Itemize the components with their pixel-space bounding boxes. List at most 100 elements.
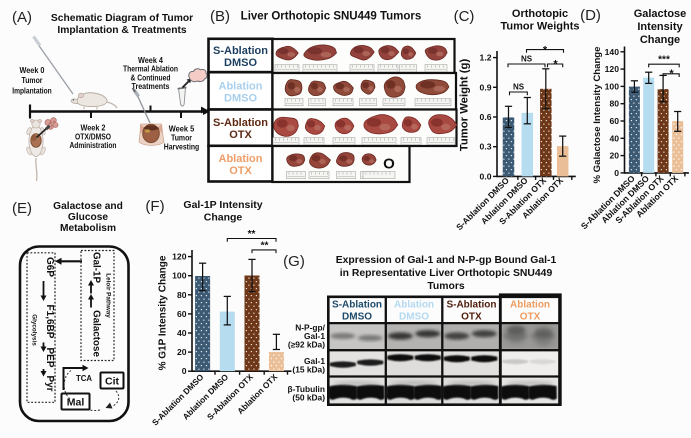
svg-text:& Continued: & Continued <box>131 72 171 82</box>
svg-text:DMSO: DMSO <box>342 312 372 323</box>
svg-text:Expression of Gal-1 and N-P-gp: Expression of Gal-1 and N-P-gp Bound Gal… <box>336 255 557 266</box>
svg-text:Tumor Weights: Tumor Weights <box>500 21 579 33</box>
svg-text:(E): (E) <box>12 200 32 217</box>
svg-text:*: * <box>553 59 558 71</box>
svg-text:(A): (A) <box>12 9 32 26</box>
svg-text:in Representative Liver Orthot: in Representative Liver Orthotopic SNU44… <box>340 268 553 279</box>
svg-text:120: 120 <box>605 64 620 74</box>
svg-text:Schematic Diagram of Tumor: Schematic Diagram of Tumor <box>51 13 193 24</box>
svg-text:NS: NS <box>521 55 533 64</box>
svg-text:Metabolism: Metabolism <box>60 223 116 234</box>
svg-text:20: 20 <box>609 151 619 161</box>
svg-text:OTX/DMSO: OTX/DMSO <box>75 131 111 141</box>
svg-text:Implantation & Treatments: Implantation & Treatments <box>57 25 187 36</box>
svg-text:100: 100 <box>172 271 187 281</box>
svg-text:Week 2: Week 2 <box>81 123 106 133</box>
svg-text:% G1P Intensity Change: % G1P Intensity Change <box>158 255 169 370</box>
svg-text:***: *** <box>658 55 670 66</box>
svg-text:0.3: 0.3 <box>480 142 492 152</box>
svg-text:Change: Change <box>204 212 243 224</box>
svg-text:OTX: OTX <box>520 312 541 323</box>
svg-text:(≥92 kDa): (≥92 kDa) <box>288 340 325 350</box>
svg-text:Pyr: Pyr <box>44 375 55 391</box>
svg-text:Week 5: Week 5 <box>169 124 195 134</box>
svg-text:60: 60 <box>609 116 619 126</box>
svg-text:(G): (G) <box>283 253 305 270</box>
svg-text:40: 40 <box>609 133 619 143</box>
svg-text:Thermal Ablation: Thermal Ablation <box>123 64 178 74</box>
svg-text:Change: Change <box>640 34 680 46</box>
svg-text:Glycolysis: Glycolysis <box>31 314 38 346</box>
svg-text:TCA: TCA <box>76 374 92 383</box>
svg-text:% Galactose Intensity Change: % Galactose Intensity Change <box>592 46 603 183</box>
svg-text:(F): (F) <box>145 198 164 215</box>
svg-text:OTX: OTX <box>229 129 252 141</box>
svg-text:O: O <box>383 156 395 173</box>
svg-text:80: 80 <box>609 99 619 109</box>
svg-text:Treatments: Treatments <box>132 81 170 91</box>
svg-text:Implantation: Implantation <box>12 85 52 95</box>
svg-text:Administration: Administration <box>70 140 117 150</box>
svg-text:Gal-1: Gal-1 <box>304 356 325 366</box>
svg-text:Cit: Cit <box>105 376 120 388</box>
svg-text:N-P-gp/: N-P-gp/ <box>295 323 325 333</box>
svg-text:1.2: 1.2 <box>480 53 492 63</box>
svg-text:Galactose and: Galactose and <box>53 201 123 212</box>
svg-text:0: 0 <box>182 366 187 376</box>
svg-text:Ablation: Ablation <box>219 153 263 165</box>
svg-text:Tumor: Tumor <box>22 75 44 85</box>
svg-text:PEP: PEP <box>44 347 55 367</box>
svg-text:Ablation: Ablation <box>394 300 434 311</box>
svg-text:β-Tubulin: β-Tubulin <box>287 384 325 394</box>
svg-text:(15 kDa): (15 kDa) <box>292 365 325 375</box>
svg-text:Week 4: Week 4 <box>138 55 163 65</box>
svg-text:DMSO: DMSO <box>399 312 429 323</box>
svg-text:*: * <box>543 44 548 56</box>
svg-text:**: ** <box>261 241 269 252</box>
svg-text:(D): (D) <box>580 7 601 24</box>
svg-text:20: 20 <box>177 347 187 357</box>
svg-text:S-Ablation: S-Ablation <box>446 300 496 311</box>
svg-text:Orthotopic: Orthotopic <box>512 8 568 20</box>
svg-text:DMSO: DMSO <box>224 57 257 69</box>
svg-text:OTX: OTX <box>229 165 252 177</box>
svg-text:DMSO: DMSO <box>224 92 257 104</box>
svg-text:Intensity: Intensity <box>637 21 683 33</box>
svg-text:Gal-1: Gal-1 <box>304 331 325 341</box>
svg-text:Ablation: Ablation <box>510 300 550 311</box>
svg-text:Mal: Mal <box>67 397 85 409</box>
svg-text:Liver Orthotopic SNU449 Tumors: Liver Orthotopic SNU449 Tumors <box>241 11 422 23</box>
svg-text:Week 0: Week 0 <box>20 65 45 75</box>
svg-text:Gal-1P Intensity: Gal-1P Intensity <box>183 199 262 211</box>
svg-text:NS: NS <box>513 83 525 92</box>
svg-text:Tumor Weight (g): Tumor Weight (g) <box>459 59 471 152</box>
svg-text:Glucose: Glucose <box>68 212 109 223</box>
svg-text:Harvesting: Harvesting <box>164 141 200 151</box>
svg-text:Galactose: Galactose <box>91 310 102 357</box>
svg-text:(C): (C) <box>454 8 475 25</box>
svg-text:Galactose: Galactose <box>634 8 687 20</box>
svg-text:S-Ablation: S-Ablation <box>213 117 268 129</box>
svg-text:100: 100 <box>605 81 620 91</box>
svg-text:Gal-1P: Gal-1P <box>91 252 102 284</box>
svg-text:F1,6BP: F1,6BP <box>44 305 55 339</box>
svg-text:Tumors: Tumors <box>427 281 465 292</box>
svg-text:S-Ablation: S-Ablation <box>332 300 382 311</box>
svg-text:(50 kDa): (50 kDa) <box>292 393 325 403</box>
svg-text:Leloir Pathway: Leloir Pathway <box>105 273 112 318</box>
svg-text:G6P: G6P <box>44 257 55 277</box>
svg-text:0.6: 0.6 <box>480 112 492 122</box>
svg-text:OTX: OTX <box>461 312 482 323</box>
svg-text:40: 40 <box>177 328 187 338</box>
svg-text:Tumor: Tumor <box>171 132 193 142</box>
svg-text:(B): (B) <box>210 8 230 25</box>
svg-text:0.9: 0.9 <box>480 82 492 92</box>
svg-text:140: 140 <box>605 47 620 57</box>
svg-text:*: * <box>669 68 674 80</box>
svg-text:0: 0 <box>614 168 619 178</box>
svg-text:S-Ablation: S-Ablation <box>213 45 268 57</box>
svg-text:60: 60 <box>177 309 187 319</box>
svg-text:80: 80 <box>177 290 187 300</box>
svg-text:120: 120 <box>172 252 187 262</box>
svg-text:Ablation: Ablation <box>219 80 263 92</box>
